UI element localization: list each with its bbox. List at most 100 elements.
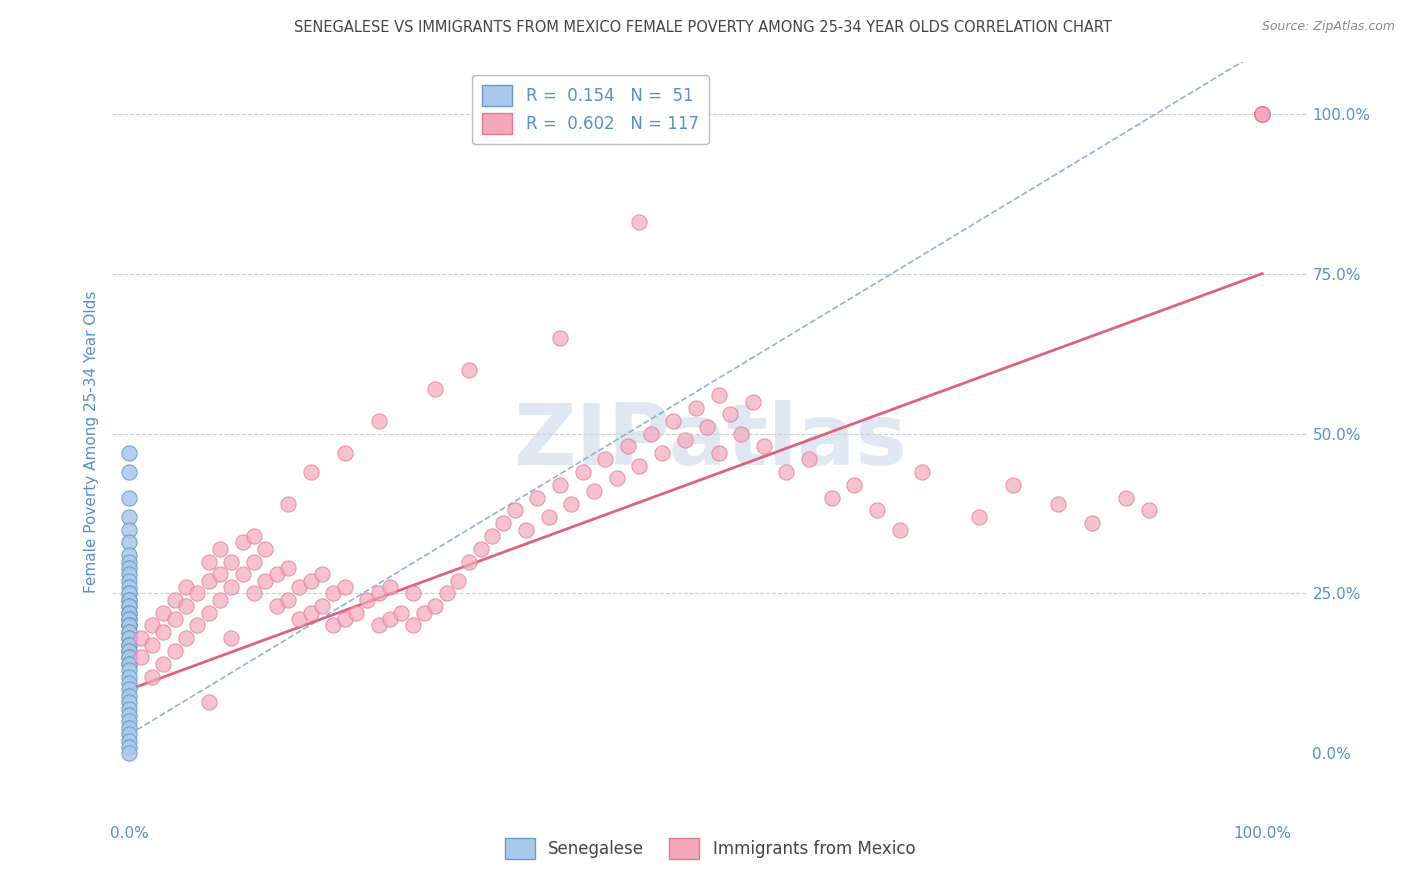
Point — [1137, 503, 1160, 517]
Point — [389, 606, 412, 620]
Point — [118, 465, 141, 479]
Point — [333, 446, 356, 460]
Point — [118, 593, 141, 607]
Point — [186, 618, 208, 632]
Point — [311, 599, 333, 614]
Point — [118, 657, 141, 671]
Point — [118, 638, 141, 652]
Point — [367, 618, 389, 632]
Point — [1115, 491, 1137, 505]
Point — [662, 414, 685, 428]
Point — [333, 612, 356, 626]
Point — [118, 701, 141, 715]
Point — [118, 708, 141, 723]
Point — [640, 426, 662, 441]
Point — [118, 491, 141, 505]
Point — [718, 408, 741, 422]
Point — [221, 632, 243, 646]
Point — [537, 509, 560, 524]
Point — [752, 439, 775, 453]
Point — [548, 330, 571, 344]
Point — [243, 529, 266, 543]
Point — [606, 471, 628, 485]
Point — [402, 586, 425, 600]
Point — [118, 650, 141, 665]
Point — [367, 414, 389, 428]
Point — [458, 554, 481, 568]
Point — [129, 650, 152, 665]
Point — [118, 523, 141, 537]
Point — [118, 650, 141, 665]
Point — [118, 624, 141, 639]
Point — [571, 465, 593, 479]
Point — [209, 567, 232, 582]
Point — [118, 644, 141, 658]
Point — [1251, 106, 1274, 120]
Point — [118, 612, 141, 626]
Point — [152, 624, 174, 639]
Point — [254, 541, 277, 556]
Point — [266, 599, 288, 614]
Point — [333, 580, 356, 594]
Point — [322, 618, 344, 632]
Point — [118, 618, 141, 632]
Point — [844, 477, 866, 491]
Point — [1002, 477, 1025, 491]
Point — [141, 618, 163, 632]
Legend: Senegalese, Immigrants from Mexico: Senegalese, Immigrants from Mexico — [495, 828, 925, 869]
Point — [209, 593, 232, 607]
Point — [492, 516, 515, 530]
Point — [797, 452, 820, 467]
Point — [243, 586, 266, 600]
Point — [651, 446, 673, 460]
Point — [118, 593, 141, 607]
Point — [628, 215, 651, 229]
Point — [378, 612, 401, 626]
Point — [402, 618, 425, 632]
Point — [288, 580, 311, 594]
Point — [560, 497, 582, 511]
Point — [221, 580, 243, 594]
Point — [1251, 106, 1274, 120]
Point — [356, 593, 378, 607]
Point — [1081, 516, 1104, 530]
Point — [118, 574, 141, 588]
Point — [1251, 106, 1274, 120]
Point — [730, 426, 752, 441]
Point — [1251, 106, 1274, 120]
Point — [118, 624, 141, 639]
Point — [866, 503, 889, 517]
Point — [118, 599, 141, 614]
Point — [515, 523, 537, 537]
Point — [344, 606, 367, 620]
Point — [378, 580, 401, 594]
Point — [582, 484, 605, 499]
Point — [118, 567, 141, 582]
Point — [118, 689, 141, 703]
Point — [821, 491, 844, 505]
Point — [299, 574, 322, 588]
Point — [707, 446, 730, 460]
Point — [197, 695, 219, 709]
Point — [118, 747, 141, 761]
Point — [425, 599, 447, 614]
Point — [593, 452, 616, 467]
Point — [118, 670, 141, 684]
Point — [628, 458, 651, 473]
Point — [118, 682, 141, 697]
Point — [141, 638, 163, 652]
Point — [118, 554, 141, 568]
Point — [174, 580, 197, 594]
Point — [118, 695, 141, 709]
Point — [458, 362, 481, 376]
Point — [118, 632, 141, 646]
Point — [1047, 497, 1070, 511]
Text: Source: ZipAtlas.com: Source: ZipAtlas.com — [1261, 20, 1395, 33]
Point — [367, 586, 389, 600]
Point — [1251, 106, 1274, 120]
Point — [118, 644, 141, 658]
Point — [118, 599, 141, 614]
Point — [163, 593, 186, 607]
Point — [129, 632, 152, 646]
Point — [118, 446, 141, 460]
